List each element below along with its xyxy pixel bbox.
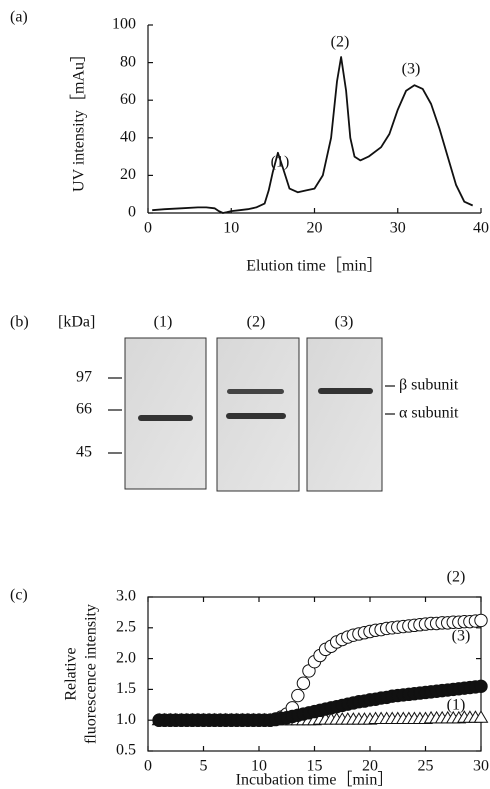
peak-label: (1) <box>271 154 290 171</box>
x-tick-label: 30 <box>473 758 489 775</box>
marker-label: 66 <box>76 401 92 418</box>
y-tick-label: 40 <box>120 128 136 145</box>
marker-label: 45 <box>76 444 92 461</box>
x-tick-label: 0 <box>144 220 152 237</box>
gel-lane <box>307 338 382 491</box>
gel-panel: (b) [kDa] (1) (2) (3) 97 66 45 β subunit… <box>10 314 459 491</box>
point <box>475 614 487 626</box>
lane-label: (1) <box>154 314 173 331</box>
figure: (b) [kDa] (1) (2) (3) 97 66 45 β subunit… <box>0 0 490 789</box>
y-axis-label: fluorescence intensity <box>83 604 100 744</box>
y-tick-label: 1.5 <box>116 680 136 697</box>
gel-band <box>227 389 284 394</box>
lane-label: (3) <box>335 314 354 331</box>
y-axis-label: Relative <box>63 647 80 700</box>
y-tick-label: 2.0 <box>116 649 136 666</box>
point <box>297 677 309 689</box>
y-tick-label: 60 <box>120 91 136 108</box>
x-tick-label: 40 <box>473 220 489 237</box>
lane-label: (2) <box>247 314 266 331</box>
panel-label: (c) <box>10 587 28 604</box>
y-tick-label: 0.5 <box>116 742 136 759</box>
series-label: (1) <box>447 697 466 714</box>
y-tick-label: 80 <box>120 53 136 70</box>
x-tick-label: 10 <box>223 220 239 237</box>
unit-label: [kDa] <box>58 314 95 331</box>
y-tick-label: 1.0 <box>116 711 136 728</box>
x-tick-label: 20 <box>307 220 323 237</box>
panel-label: (b) <box>10 314 29 331</box>
x-axis-label: Elution time［min］ <box>246 257 382 275</box>
panel-label: (a) <box>10 9 28 26</box>
y-axis-label: UV intensity［mAu］ <box>70 46 88 192</box>
gel-band <box>138 415 193 421</box>
marker-label: 97 <box>76 369 92 386</box>
band-label: β subunit <box>399 377 459 394</box>
x-tick-label: 25 <box>418 758 434 775</box>
x-axis-label: Incubation time［min］ <box>236 771 394 789</box>
y-tick-label: 20 <box>120 166 136 183</box>
y-tick-label: 3.0 <box>116 588 136 605</box>
gel-band <box>318 388 373 394</box>
band-label: α subunit <box>399 405 459 422</box>
y-tick-label: 100 <box>112 16 136 33</box>
x-tick-label: 30 <box>390 220 406 237</box>
gel-band <box>226 413 286 419</box>
y-tick-label: 0 <box>128 204 136 221</box>
series-label: (2) <box>447 569 466 586</box>
peak-label: (3) <box>402 61 421 78</box>
peak-label: (2) <box>331 34 350 51</box>
data-line <box>152 57 473 213</box>
gel-lane <box>125 338 206 489</box>
x-tick-label: 5 <box>200 758 208 775</box>
x-tick-label: 0 <box>144 758 152 775</box>
point <box>292 689 304 701</box>
y-tick-label: 2.5 <box>116 618 136 635</box>
point <box>475 680 487 692</box>
series-label: (3) <box>452 628 471 645</box>
